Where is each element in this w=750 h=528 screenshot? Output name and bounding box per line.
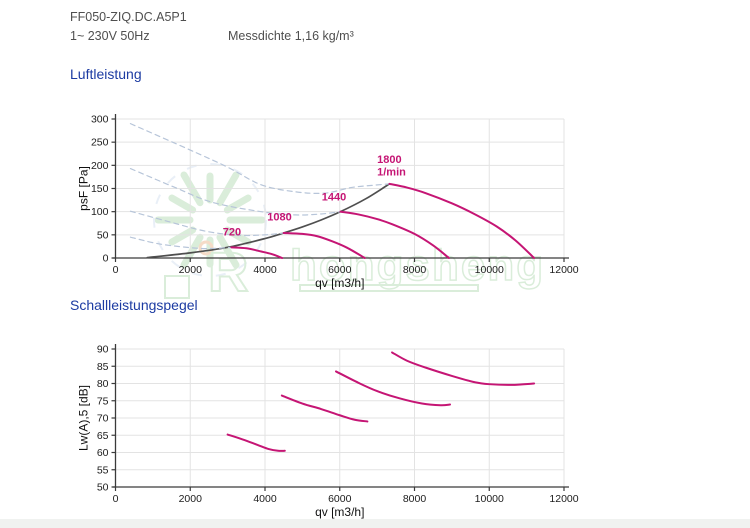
y-tick-label: 150 [91,183,109,195]
y-tick-label: 50 [97,229,109,241]
section-title-sound-power: Schallleistungspegel [70,297,198,313]
x-tick-label: 4000 [253,264,277,276]
y-tick-label: 85 [97,361,109,373]
y-tick-label: 200 [91,160,109,172]
y-tick-label: 80 [97,378,109,390]
x-tick-label: 12000 [549,264,578,276]
watermark-sun-center [198,240,214,256]
x-tick-label: 4000 [253,493,277,505]
curve-label: 1/min [377,167,406,179]
x-tick-label: 2000 [179,264,203,276]
watermark-text: hongsheng [290,241,545,290]
series-720-stall-dashed [129,236,232,250]
series-1440-stall-dashed [129,167,342,216]
series-1800 [388,182,536,259]
x-tick-label: 8000 [403,264,427,276]
x-tick-label: 12000 [549,493,578,505]
y-tick-label: 0 [103,253,109,265]
x-tick-label: 8000 [403,493,427,505]
watermark-ray [180,171,204,207]
measurement-density: Messdichte 1,16 kg/m³ [228,29,354,43]
series-1080-stall-dashed [129,210,285,237]
curve-label: 1080 [267,211,291,223]
x-axis-label: qv [m3/h] [315,505,364,519]
watermark-ray [223,226,252,246]
y-tick-label: 90 [97,344,109,356]
y-tick-label: 55 [97,464,109,476]
watermark-ray [168,226,197,246]
series-1440 [335,370,452,407]
series-1800-stall-dashed [129,123,391,195]
y-tick-label: 75 [97,395,109,407]
curve-label: 1800 [377,154,401,166]
x-tick-label: 0 [113,264,119,276]
y-tick-label: 300 [91,114,109,126]
y-axis-label: psF [Pa] [77,166,91,211]
watermark-sunburst-icon [154,171,266,269]
watermark-arc [153,163,267,277]
y-tick-label: 100 [91,206,109,218]
y-axis-label: Lw(A),5 [dB] [77,385,91,451]
watermark-logo-block [164,275,190,299]
watermark-underline [299,284,479,292]
watermark-ray [216,233,240,269]
series-720 [226,433,286,452]
curve-label: 1440 [322,192,346,204]
watermark-logo-letter: R [208,240,248,303]
model-number: FF050-ZIQ.DC.A5P1 [70,10,187,24]
page-bottom-edge [0,519,750,528]
y-tick-label: 70 [97,413,109,425]
y-tick-label: 65 [97,430,109,442]
x-tick-label: 10000 [475,493,504,505]
x-tick-label: 6000 [328,264,352,276]
series-1080 [282,231,366,259]
watermark-ray [216,171,240,207]
y-tick-label: 250 [91,137,109,149]
y-tick-label: 50 [97,482,109,494]
curve-label: 720 [223,226,241,238]
section-title-air-performance: Luftleistung [70,66,142,82]
watermark-ray [168,194,197,214]
series-1080 [280,394,369,423]
y-tick-label: 60 [97,447,109,459]
watermark-ray [223,194,252,214]
series-system-curve [146,183,391,259]
watermark-ray [180,233,204,269]
series-720 [230,246,284,259]
series-1800 [391,351,536,386]
x-tick-label: 0 [113,493,119,505]
x-tick-label: 10000 [475,264,504,276]
x-tick-label: 6000 [328,493,352,505]
voltage-frequency: 1~ 230V 50Hz [70,29,150,43]
x-tick-label: 2000 [179,493,203,505]
x-axis-label: qv [m3/h] [315,276,364,290]
series-1440 [339,210,450,259]
